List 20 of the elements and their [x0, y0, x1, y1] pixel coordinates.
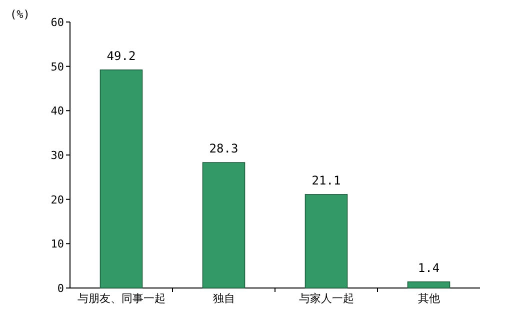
bar — [407, 281, 450, 288]
y-tick-label: 40 — [50, 104, 64, 118]
bar — [304, 194, 348, 288]
y-tick-label: 0 — [57, 282, 64, 295]
bar — [202, 162, 246, 288]
y-tick-label: 50 — [50, 60, 64, 74]
y-tick-label: 30 — [50, 149, 64, 162]
x-tick-label: 与朋友、同事一起 — [77, 292, 166, 305]
y-tick-label: 20 — [50, 193, 64, 206]
bar — [100, 69, 143, 288]
data-label: 1.4 — [418, 260, 440, 275]
data-label: 28.3 — [209, 142, 238, 156]
y-tick-label: 60 — [50, 16, 64, 29]
y-tick-label: 10 — [50, 238, 64, 251]
data-label: 21.1 — [312, 173, 341, 188]
y-axis-title: (%) — [10, 8, 30, 21]
x-tick-label: 其他 — [418, 292, 440, 305]
x-tick-label: 与家人一起 — [298, 292, 354, 305]
x-tick-label: 独自 — [212, 292, 235, 305]
data-label: 49.2 — [106, 48, 136, 63]
